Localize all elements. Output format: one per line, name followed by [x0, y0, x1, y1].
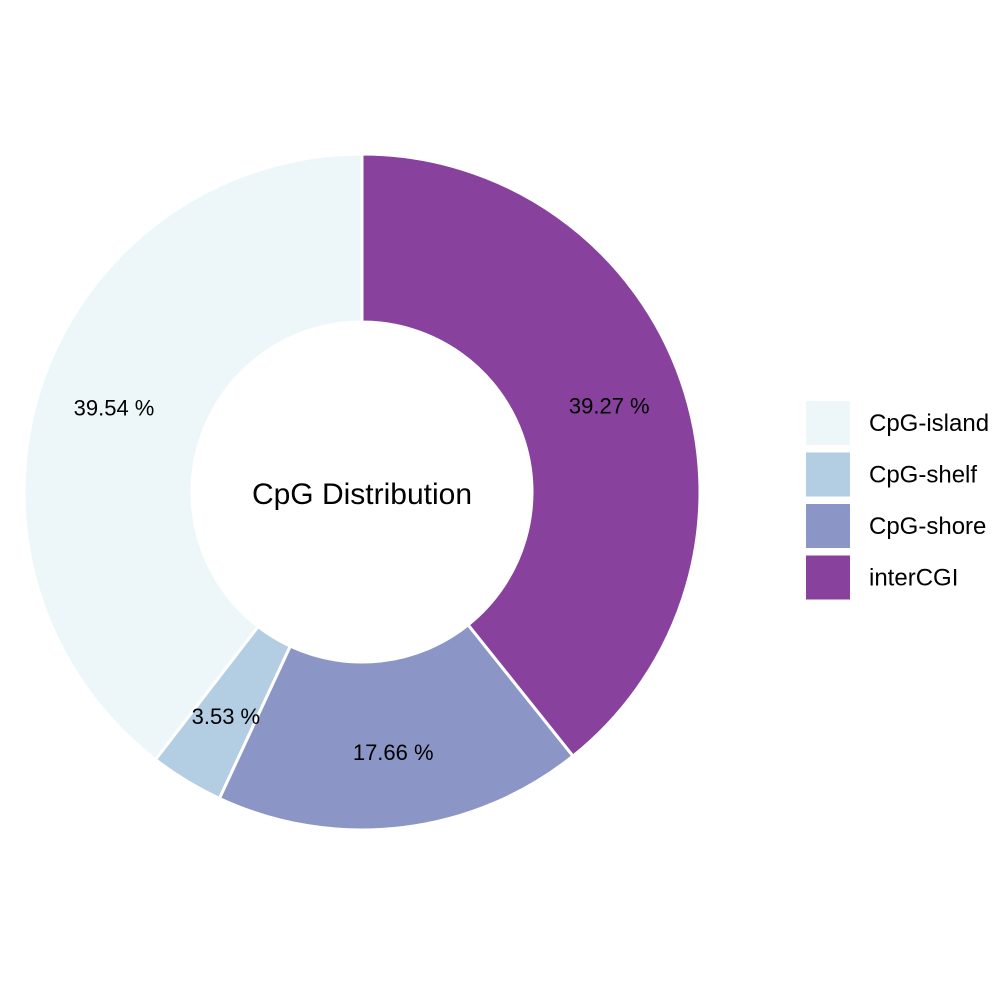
slice-label-cpg-shore: 17.66 %: [353, 740, 434, 765]
legend-label-cpg-shore: CpG-shore: [869, 513, 986, 540]
legend-swatch-cpg-shelf: [806, 452, 850, 497]
legend: CpG-island CpG-shelf CpG-shore interCGI: [806, 401, 989, 600]
slice-label-cpg-shelf: 3.53 %: [192, 704, 261, 729]
slice-intercgi: [360, 152, 702, 759]
slice-label-cpg-island: 39.54 %: [74, 395, 155, 420]
slice-cpg-shore: [217, 622, 576, 832]
legend-swatch-cpg-island: [806, 401, 850, 445]
chart-title: CpG Distribution: [252, 478, 472, 511]
legend-swatch-cpg-shore: [806, 504, 850, 548]
legend-label-cpg-shelf: CpG-shelf: [869, 462, 977, 489]
slice-cpg-island: [22, 152, 364, 762]
donut-slice-labels: 39.54 % 3.53 % 17.66 % 39.27 %: [74, 393, 650, 765]
legend-label-cpg-island: CpG-island: [869, 410, 989, 437]
legend-swatch-intercgi: [806, 555, 850, 600]
legend-label-intercgi: interCGI: [869, 565, 958, 592]
slice-label-intercgi: 39.27 %: [569, 393, 650, 418]
donut-slices: [22, 152, 702, 832]
